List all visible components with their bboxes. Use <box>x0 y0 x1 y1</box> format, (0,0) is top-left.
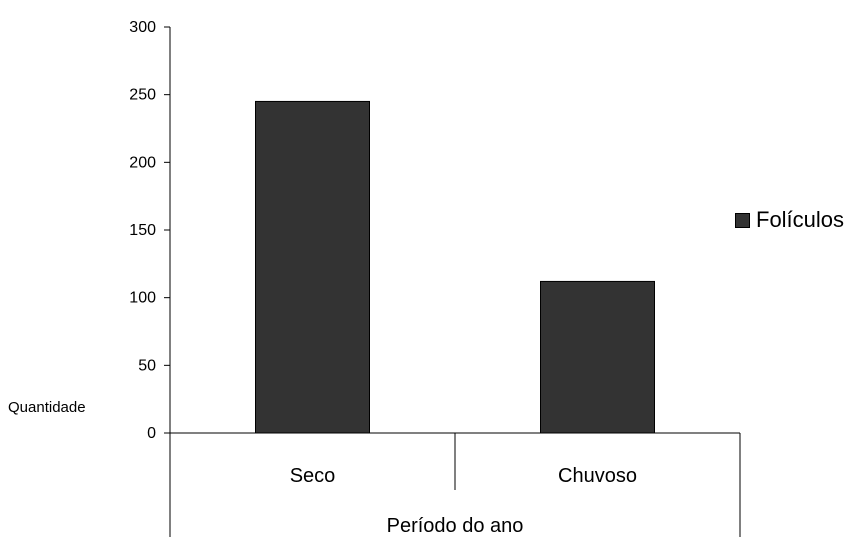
y-tick-label: 100 <box>129 290 156 307</box>
y-tick-label: 300 <box>129 19 156 36</box>
y-tick-label: 0 <box>147 425 156 442</box>
y-tick-label: 200 <box>129 154 156 171</box>
y-axis: 0 50 100 150 200 250 300 <box>129 19 171 442</box>
y-tick-label: 150 <box>129 222 156 239</box>
bars <box>255 100 655 434</box>
bar <box>255 100 370 434</box>
legend-swatch <box>735 212 750 228</box>
legend-label: Folículos <box>756 207 845 232</box>
legend: Folículos <box>735 207 844 233</box>
y-tick-label: 250 <box>129 87 156 104</box>
bar <box>540 280 655 434</box>
x-axis-label: Período do ano <box>387 515 524 537</box>
y-axis-label: Quantidade <box>8 399 86 416</box>
x-tick-label: Seco <box>290 465 336 487</box>
y-tick-label: 50 <box>138 357 156 374</box>
x-tick-label: Chuvoso <box>558 465 637 487</box>
